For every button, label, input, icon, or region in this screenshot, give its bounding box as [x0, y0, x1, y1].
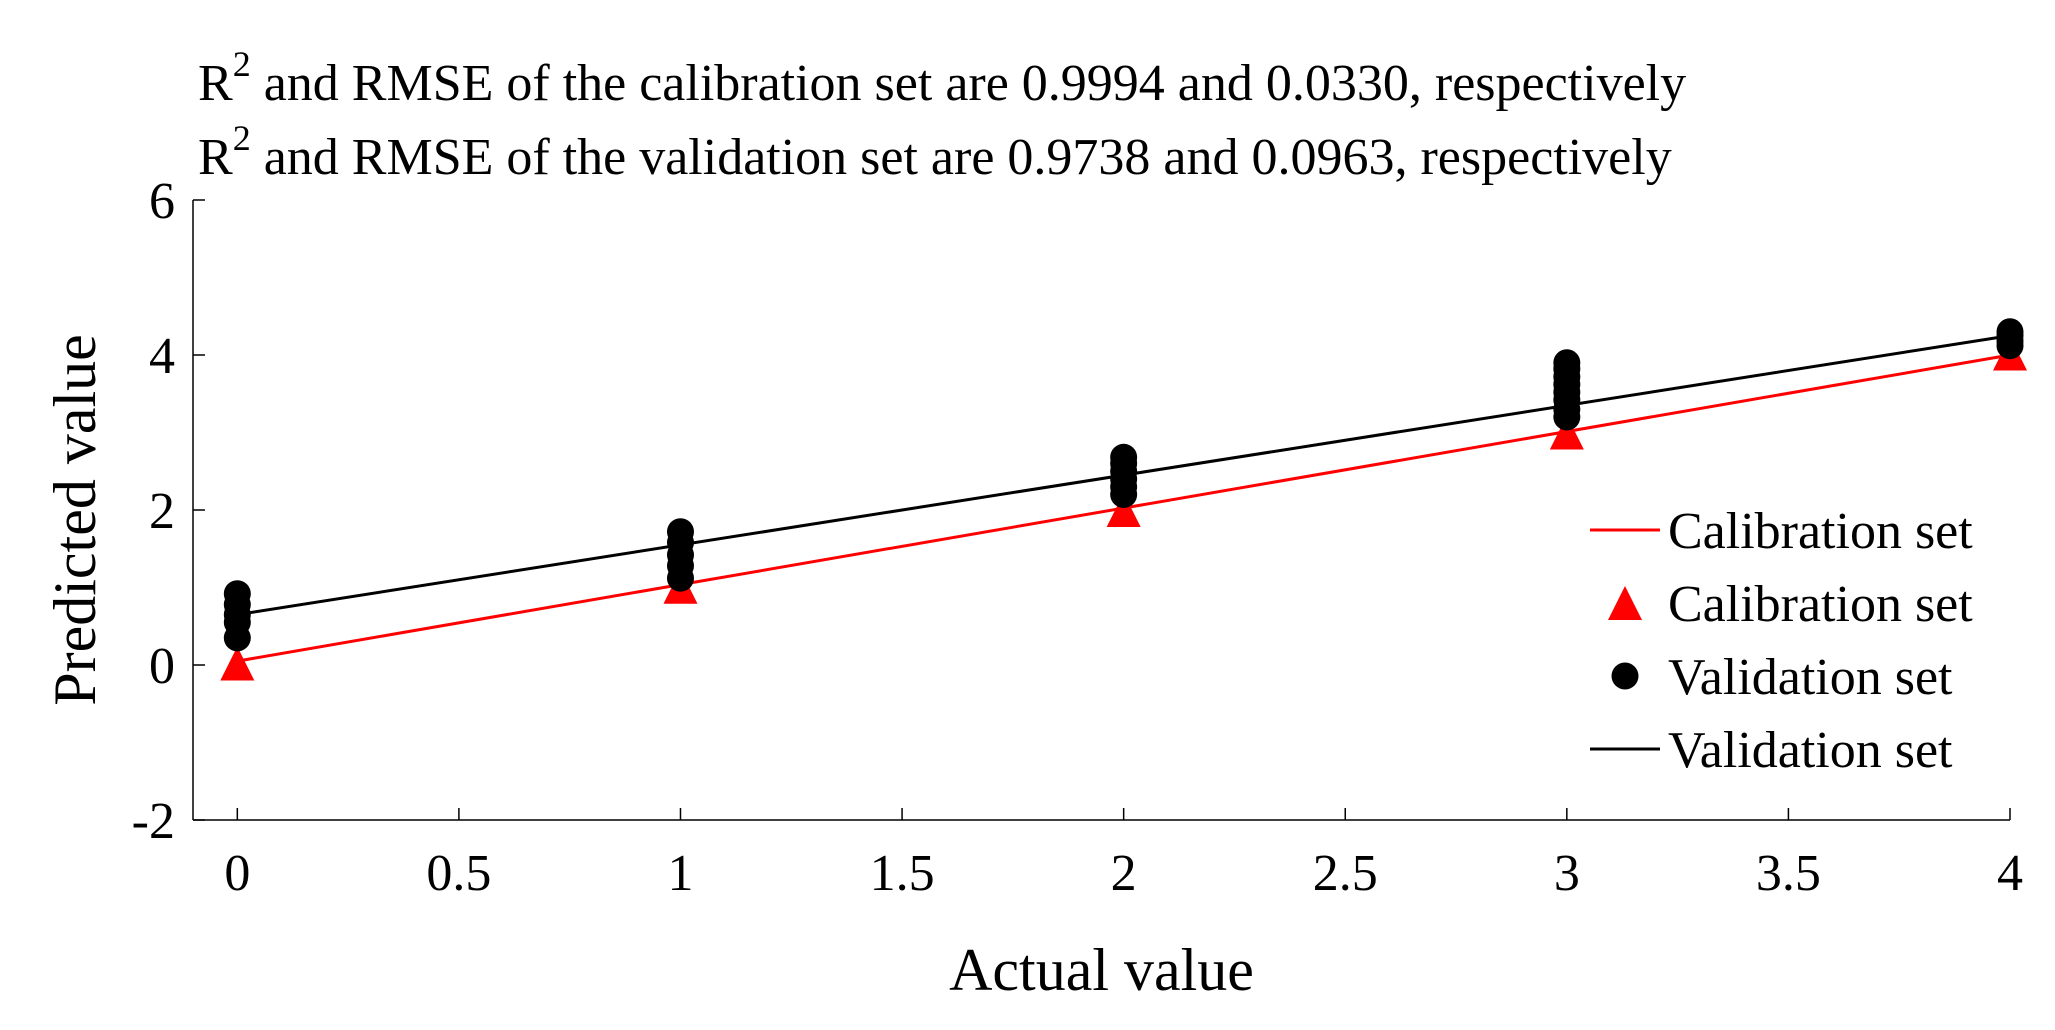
axis-ticks: 0 0.5 1 1.5 2 2.5 3 3.5 4 -2 0 2 4 6	[132, 173, 2023, 902]
validation-point	[666, 518, 694, 546]
calibration-point	[1549, 415, 1584, 450]
y-tick-label: 6	[149, 173, 175, 230]
y-tick-label: 2	[149, 483, 175, 540]
legend-symbol	[1608, 586, 1642, 620]
chart-title: R2 and RMSE of the calibration set are 0…	[198, 44, 1686, 186]
validation-point	[1996, 318, 2024, 346]
legend-label: Calibration set	[1668, 576, 1973, 633]
legend-label: Calibration set	[1668, 503, 1973, 560]
x-tick-label: 1.5	[870, 845, 935, 902]
y-axis-label: Predicted value	[42, 334, 108, 706]
x-tick-label: 0	[224, 845, 250, 902]
chart-title-line: R2 and RMSE of the calibration set are 0…	[198, 44, 1686, 112]
x-tick-label: 4	[1997, 845, 2023, 902]
x-tick-label: 2.5	[1313, 845, 1378, 902]
legend-label: Validation set	[1668, 722, 1953, 779]
x-tick-label: 2	[1111, 845, 1137, 902]
validation-point	[1110, 443, 1138, 471]
x-tick-label: 1	[667, 845, 693, 902]
legend-label: Validation set	[1668, 649, 1953, 706]
y-tick-label: 4	[149, 328, 175, 385]
calibration-point	[1106, 493, 1141, 527]
x-tick-label: 3	[1554, 845, 1580, 902]
legend: Calibration set Calibration set Validation…	[1590, 503, 1973, 779]
x-tick-label: 3.5	[1756, 845, 1821, 902]
validation-point	[223, 580, 251, 608]
x-tick-label: 0.5	[426, 845, 491, 902]
y-tick-label: 0	[149, 638, 175, 695]
validation-point	[1553, 349, 1581, 377]
chart-title-line: R2 and RMSE of the validation set are 0.…	[198, 118, 1672, 186]
series-group	[220, 318, 2027, 681]
x-axis-label: Actual value	[949, 937, 1254, 1003]
calibration-point	[220, 646, 255, 681]
y-tick-label: -2	[132, 793, 175, 850]
legend-symbol	[1611, 662, 1639, 690]
